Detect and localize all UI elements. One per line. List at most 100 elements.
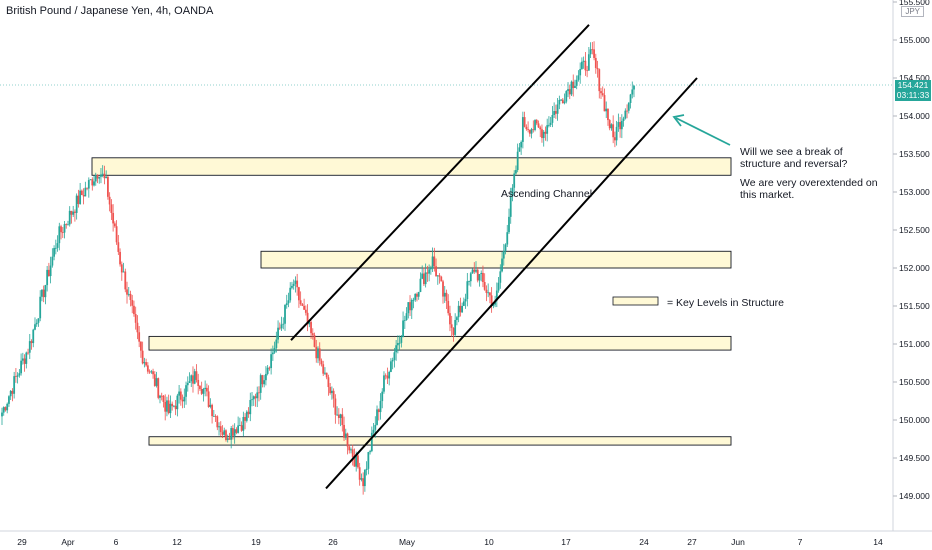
key-level-zones	[91, 157, 732, 446]
candle-body	[155, 378, 158, 386]
candle-body	[362, 478, 365, 487]
candle-body	[495, 290, 498, 301]
candle-body	[539, 127, 542, 130]
candle-body	[181, 399, 184, 402]
candle-body	[614, 137, 616, 141]
candle-body	[402, 320, 404, 338]
candle-body	[13, 376, 16, 394]
candle-body	[80, 190, 83, 196]
candle-body	[199, 385, 201, 389]
candle-body	[322, 364, 325, 374]
candle-body	[384, 375, 387, 377]
candle-body	[146, 365, 149, 372]
candle-body	[502, 250, 505, 259]
candle-body	[37, 318, 40, 323]
candle-body	[487, 292, 490, 294]
candle-body	[60, 226, 62, 233]
chart-title: British Pound / Japanese Yen, 4h, OANDA	[6, 5, 214, 17]
candle-body	[416, 293, 418, 297]
candle-body	[612, 124, 615, 138]
y-tick-label: 151.000	[899, 339, 930, 349]
x-tick-label: May	[399, 537, 416, 547]
candle-body	[421, 273, 424, 279]
candle-body	[195, 371, 198, 380]
candle-body	[247, 411, 250, 415]
candle-body	[240, 425, 243, 431]
candle-body	[608, 120, 611, 129]
candle-body	[271, 352, 274, 355]
candle-body	[454, 319, 457, 335]
candle-body	[622, 118, 625, 121]
candle-body	[96, 175, 99, 179]
candle-body	[214, 416, 217, 417]
candle-body	[61, 232, 64, 233]
key-level-zone	[260, 250, 732, 269]
candle-body	[190, 375, 193, 382]
x-tick-label: 26	[328, 537, 338, 547]
candle-body	[447, 300, 450, 314]
candle-body	[169, 403, 172, 414]
candle-body	[67, 224, 69, 226]
candle-body	[9, 390, 12, 397]
candle-body	[261, 375, 264, 385]
candle-body	[419, 278, 422, 292]
candle-body	[74, 211, 76, 213]
candle-body	[28, 341, 31, 353]
candle-body	[82, 195, 85, 197]
candle-body	[35, 322, 38, 325]
candle-body	[436, 275, 439, 277]
candle-body	[79, 190, 82, 204]
candle-body	[341, 414, 344, 425]
candle-body	[587, 54, 590, 71]
candle-body	[581, 61, 583, 69]
candle-body	[259, 375, 262, 393]
candle-body	[183, 396, 186, 402]
candle-body	[386, 375, 389, 379]
candle-body	[115, 226, 118, 243]
candle-body	[2, 407, 5, 413]
candle-body	[131, 300, 134, 306]
candle-body	[185, 385, 187, 397]
candle-body	[306, 312, 309, 325]
candle-body	[469, 273, 472, 282]
candle-body	[91, 179, 94, 186]
bar-countdown: 03:11:33	[896, 90, 930, 100]
candle-body	[249, 399, 252, 415]
candle-body	[438, 275, 441, 277]
candle-body	[285, 303, 288, 306]
candle-body	[89, 179, 92, 181]
time-axis[interactable]: 29 Apr 6 12 19 26 May 10 17 24 27 Jun 7 14	[17, 537, 883, 547]
candle-body	[407, 302, 410, 314]
candle-body	[403, 320, 406, 321]
y-tick-label: 152.500	[899, 225, 930, 235]
candle-body	[287, 300, 290, 304]
candle-body	[620, 120, 623, 130]
candle-body	[63, 224, 66, 233]
candle-body	[172, 405, 175, 407]
candle-body	[237, 425, 240, 433]
y-tick-label: 153.000	[899, 187, 930, 197]
candle-body	[174, 405, 177, 410]
candle-body	[483, 282, 486, 290]
candle-body	[110, 204, 113, 213]
candle-body	[150, 371, 153, 373]
candle-body	[339, 414, 342, 419]
candle-body	[482, 272, 484, 283]
candle-body	[93, 181, 95, 186]
candle-body	[480, 272, 483, 275]
candle-body	[521, 117, 524, 142]
candle-body	[414, 293, 417, 300]
candle-body	[346, 433, 349, 447]
candle-body	[100, 174, 102, 177]
candle-body	[34, 324, 36, 330]
candle-body	[44, 285, 47, 298]
candle-body	[471, 269, 474, 274]
candle-body	[409, 302, 411, 311]
currency-unit-badge[interactable]: JPY	[901, 6, 924, 17]
candle-body	[98, 176, 101, 179]
candle-body	[327, 377, 330, 388]
channel-lower-line	[325, 77, 698, 490]
price-axis[interactable]: 155.500 155.000 154.500 154.000 153.500 153.0…	[893, 0, 930, 501]
candle-body	[277, 327, 279, 340]
